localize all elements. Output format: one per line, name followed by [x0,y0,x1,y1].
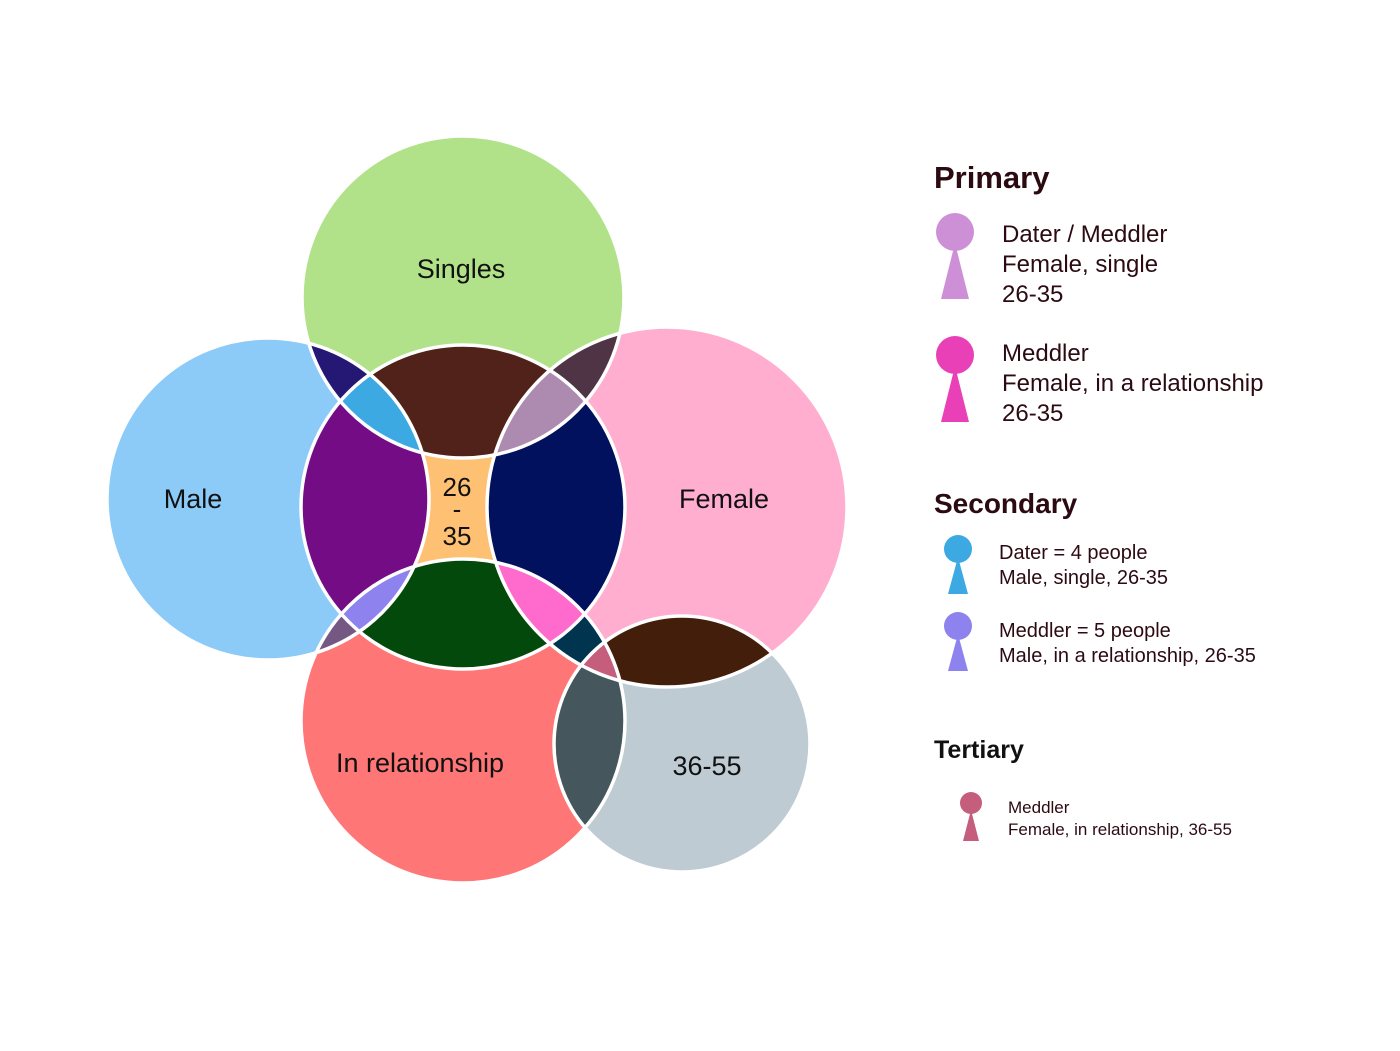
female-26-35-overlap [487,345,625,669]
age-26-35-label-dash: - [453,494,462,524]
age-26-35-label-bottom: 35 [443,521,472,551]
male-26-35-overlap [301,345,429,660]
age-36-55-label: 36-55 [672,751,741,781]
singles-label: Singles [417,254,506,284]
female-label: Female [679,484,769,514]
in-relationship-label: In relationship [336,748,504,778]
age-26-35-label-top: 26 [443,472,472,502]
male-label: Male [164,484,223,514]
